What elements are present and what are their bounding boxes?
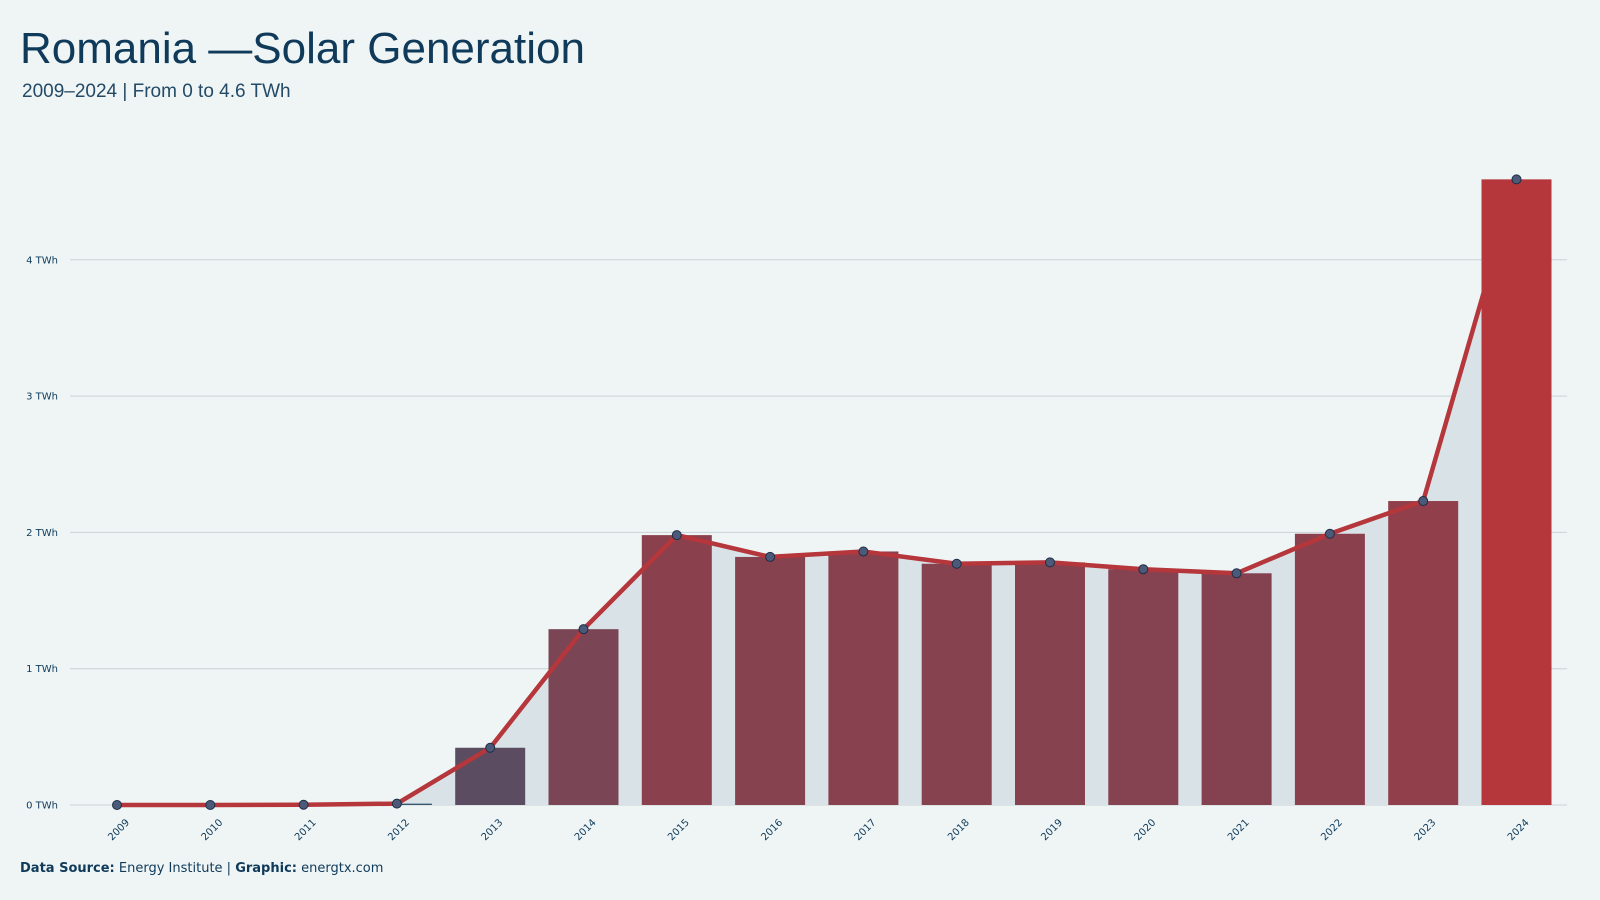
data-point-marker — [298, 799, 309, 810]
data-point-marker — [1138, 564, 1149, 575]
x-tick-label: 2021 — [1226, 817, 1252, 843]
data-point-marker — [951, 558, 962, 569]
graphic-value: energtx.com — [301, 861, 384, 876]
bar — [455, 747, 526, 805]
footer-credit: Data Source: Energy Institute | Graphic:… — [20, 860, 383, 878]
data-source-label: Data Source: — [20, 861, 115, 876]
chart-title: Romania —Solar Generation — [20, 24, 585, 73]
graphic-label: Graphic: — [235, 861, 297, 876]
bar — [1294, 533, 1365, 805]
data-point-marker — [671, 530, 682, 541]
x-tick-label: 2024 — [1506, 817, 1532, 843]
x-tick-label: 2017 — [853, 817, 879, 843]
x-tick-label: 2015 — [666, 817, 692, 843]
bar — [1108, 569, 1179, 805]
y-tick-label: 1 TWh — [26, 664, 58, 675]
x-axis-ticks: 2009 2010 2011 2012 2013 2014 2015 2016 2017 2018… — [106, 817, 1531, 843]
bar — [735, 556, 806, 805]
data-point-marker — [1418, 496, 1429, 507]
data-point-marker — [391, 798, 402, 809]
y-axis-ticks: 0 TWh 1 TWh 2 TWh 3 TWh 4 TWh — [26, 255, 58, 811]
bar — [548, 629, 619, 805]
x-tick-label: 2019 — [1039, 817, 1065, 843]
x-tick-label: 2009 — [106, 817, 132, 843]
bar — [828, 551, 899, 805]
data-point-marker — [765, 551, 776, 562]
y-tick-label: 3 TWh — [26, 392, 58, 403]
data-point-marker — [1231, 568, 1242, 579]
bar — [641, 535, 712, 805]
data-point-marker — [1324, 528, 1335, 539]
y-tick-label: 2 TWh — [26, 528, 58, 539]
y-tick-label: 0 TWh — [26, 801, 58, 812]
x-tick-label: 2012 — [386, 817, 412, 843]
data-source-value: Energy Institute | — [118, 861, 232, 876]
x-tick-label: 2011 — [293, 817, 319, 843]
chart-subtitle: 2009–2024 | From 0 to 4.6 TWh — [22, 81, 291, 102]
marker-layer — [112, 174, 1522, 810]
bar — [921, 563, 992, 805]
x-tick-label: 2013 — [480, 817, 506, 843]
y-tick-label: 4 TWh — [26, 255, 58, 266]
bar — [1201, 573, 1272, 805]
data-point-marker — [858, 546, 869, 557]
data-point-marker — [578, 624, 589, 635]
data-point-marker — [112, 800, 122, 810]
data-point-marker — [485, 742, 496, 753]
series-line — [114, 177, 1519, 808]
x-tick-label: 2020 — [1133, 817, 1159, 843]
x-tick-label: 2018 — [946, 817, 972, 843]
data-point-marker — [1511, 174, 1522, 185]
x-tick-label: 2014 — [573, 817, 599, 843]
data-point-marker — [1045, 557, 1055, 568]
x-tick-label: 2010 — [200, 817, 226, 843]
bar — [1481, 179, 1552, 805]
data-point-marker — [205, 800, 216, 810]
bar — [1388, 501, 1459, 805]
line-layer — [114, 177, 1519, 808]
bar — [1015, 562, 1085, 805]
x-tick-label: 2016 — [759, 817, 785, 843]
x-tick-label: 2023 — [1413, 817, 1439, 843]
x-tick-label: 2022 — [1319, 817, 1345, 843]
